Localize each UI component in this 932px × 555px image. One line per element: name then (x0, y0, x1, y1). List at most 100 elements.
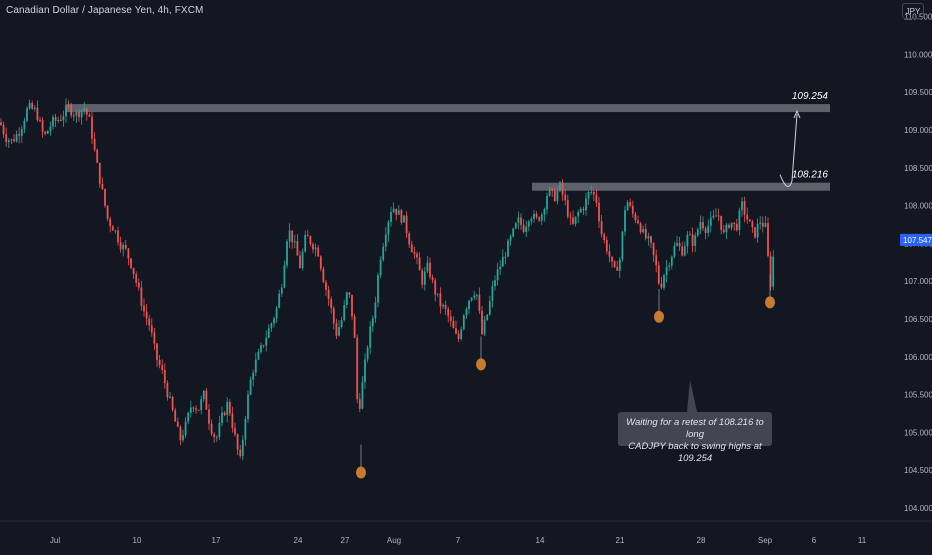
candle[interactable] (306, 229, 309, 237)
swing-low-marker-3[interactable] (765, 296, 775, 309)
candle[interactable] (486, 314, 489, 321)
candle[interactable] (735, 218, 738, 232)
candle[interactable] (195, 405, 197, 414)
candle[interactable] (676, 236, 678, 247)
candle[interactable] (483, 315, 486, 336)
candle[interactable] (556, 185, 559, 205)
candle[interactable] (75, 109, 78, 124)
candle[interactable] (608, 244, 611, 263)
candle[interactable] (728, 223, 730, 229)
candle[interactable] (52, 114, 54, 130)
candle[interactable] (140, 280, 143, 311)
candle[interactable] (439, 287, 442, 314)
candle[interactable] (218, 415, 221, 440)
candle[interactable] (111, 225, 114, 231)
candle[interactable] (104, 188, 106, 208)
candle[interactable] (369, 321, 372, 355)
candle[interactable] (327, 285, 330, 306)
resistance-zone-0[interactable] (66, 104, 830, 113)
candle[interactable] (457, 330, 460, 342)
candle[interactable] (618, 257, 621, 278)
candle[interactable] (689, 231, 691, 236)
candle[interactable] (429, 257, 431, 280)
candle[interactable] (18, 127, 21, 144)
candle[interactable] (572, 210, 574, 226)
candle[interactable] (249, 376, 252, 396)
candle[interactable] (132, 267, 135, 279)
candle[interactable] (260, 342, 262, 354)
candle[interactable] (449, 310, 452, 327)
candle[interactable] (566, 194, 569, 219)
candle[interactable] (660, 276, 663, 290)
candle[interactable] (733, 222, 736, 231)
candle[interactable] (343, 299, 346, 322)
candle[interactable] (382, 242, 385, 262)
candle[interactable] (41, 117, 44, 138)
candle[interactable] (605, 236, 608, 255)
candle[interactable] (764, 215, 767, 228)
candle[interactable] (702, 216, 704, 231)
candle[interactable] (647, 232, 650, 246)
candle[interactable] (234, 422, 236, 437)
candle[interactable] (338, 320, 340, 337)
candle[interactable] (332, 306, 335, 330)
candle[interactable] (345, 291, 348, 309)
candle[interactable] (751, 219, 754, 233)
candle[interactable] (416, 251, 418, 265)
candle[interactable] (200, 395, 203, 415)
candle[interactable] (223, 410, 226, 417)
candle[interactable] (616, 261, 619, 271)
swing-low-marker-0[interactable] (356, 466, 366, 479)
candle[interactable] (312, 242, 314, 254)
candle[interactable] (374, 296, 377, 323)
candle[interactable] (418, 252, 421, 271)
candle[interactable] (273, 316, 275, 328)
candle[interactable] (530, 216, 533, 225)
swing-low-marker-1[interactable] (476, 358, 486, 371)
candle[interactable] (754, 227, 756, 239)
candle[interactable] (473, 290, 476, 301)
candle[interactable] (208, 404, 210, 431)
candle[interactable] (540, 212, 543, 226)
candle[interactable] (517, 211, 520, 230)
candle[interactable] (408, 231, 411, 248)
candle[interactable] (426, 255, 429, 274)
candle[interactable] (748, 219, 751, 222)
candle[interactable] (205, 387, 208, 410)
candle[interactable] (280, 283, 283, 298)
candle[interactable] (0, 118, 2, 126)
candle[interactable] (709, 211, 712, 233)
candle[interactable] (26, 106, 28, 123)
candle[interactable] (767, 217, 769, 258)
candle[interactable] (278, 289, 281, 309)
candle[interactable] (514, 222, 517, 230)
candle[interactable] (663, 273, 665, 291)
candle[interactable] (704, 226, 707, 240)
candle[interactable] (262, 344, 265, 349)
candle[interactable] (187, 411, 190, 425)
candle[interactable] (231, 406, 234, 433)
candle[interactable] (488, 295, 491, 317)
candle[interactable] (403, 215, 405, 223)
candle[interactable] (712, 209, 715, 220)
candle[interactable] (117, 226, 119, 246)
candle[interactable] (603, 232, 606, 244)
candle[interactable] (587, 190, 590, 205)
candle[interactable] (143, 298, 145, 317)
candle[interactable] (31, 100, 34, 110)
candle[interactable] (559, 180, 561, 193)
candle[interactable] (163, 363, 166, 389)
candle[interactable] (127, 247, 130, 266)
candle[interactable] (319, 255, 322, 272)
candle[interactable] (247, 390, 249, 423)
candle[interactable] (436, 293, 439, 297)
candle[interactable] (499, 260, 502, 275)
candle[interactable] (507, 238, 509, 258)
candle[interactable] (2, 121, 5, 139)
candle[interactable] (725, 223, 728, 240)
candle[interactable] (377, 272, 379, 308)
candle[interactable] (153, 327, 156, 350)
candle[interactable] (527, 219, 530, 232)
candle[interactable] (481, 306, 483, 336)
